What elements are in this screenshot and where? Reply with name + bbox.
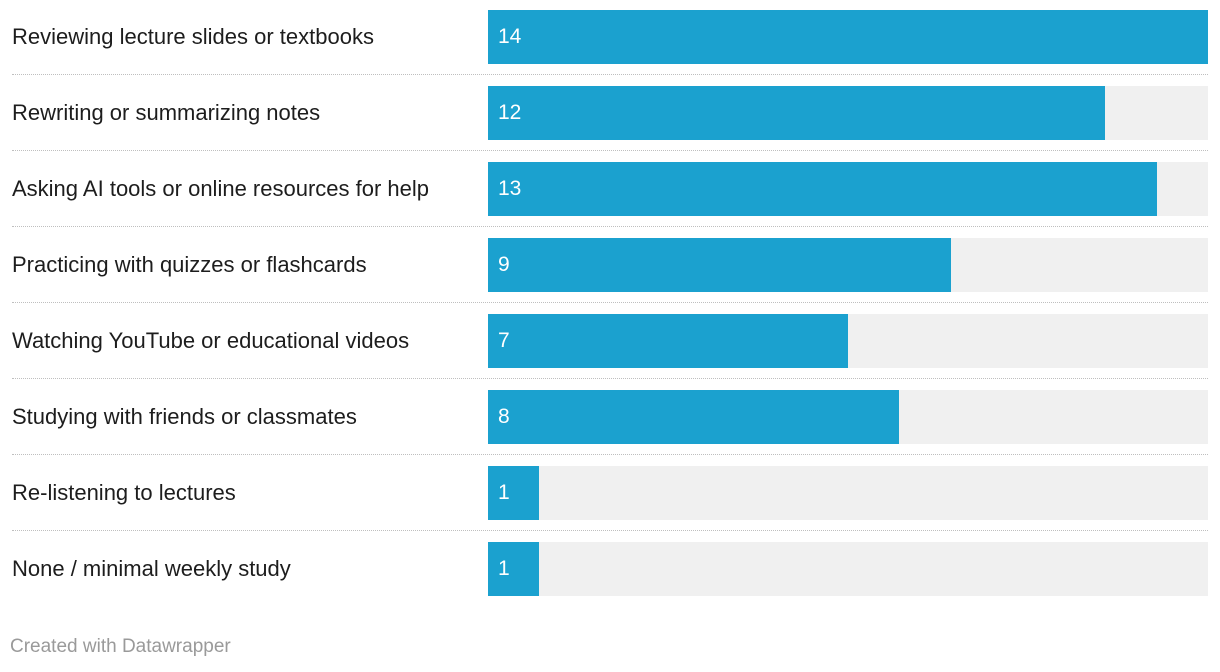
- category-label: Asking AI tools or online resources for …: [12, 176, 430, 201]
- bar-row: Asking AI tools or online resources for …: [0, 162, 1220, 238]
- bar-row: Reviewing lecture slides or textbooks 14: [0, 10, 1220, 86]
- bar-track: 7: [488, 314, 1208, 368]
- bar-row: Re-listening to lectures 1: [0, 466, 1220, 542]
- bar-row: Practicing with quizzes or flashcards 9: [0, 238, 1220, 314]
- bar-track: 13: [488, 162, 1208, 216]
- bar-row: Studying with friends or classmates 8: [0, 390, 1220, 466]
- category-label: Re-listening to lectures: [12, 480, 236, 505]
- category-label: Rewriting or summarizing notes: [12, 100, 321, 125]
- bar: 12: [488, 86, 1105, 140]
- row-divider: [12, 454, 1208, 455]
- bar-track: 1: [488, 542, 1208, 596]
- bar-value-label: 12: [498, 101, 522, 124]
- row-divider: [12, 378, 1208, 379]
- bar-row: Rewriting or summarizing notes 12: [0, 86, 1220, 162]
- category-label: Practicing with quizzes or flashcards: [12, 252, 367, 277]
- category-label: Reviewing lecture slides or textbooks: [12, 24, 374, 49]
- bar-value-label: 14: [498, 25, 522, 48]
- bar: 13: [488, 162, 1157, 216]
- category-label: Watching YouTube or educational videos: [12, 328, 410, 353]
- bar-track: 12: [488, 86, 1208, 140]
- bar: 14: [488, 10, 1208, 64]
- bar-track: 9: [488, 238, 1208, 292]
- bar-value-label: 8: [498, 405, 510, 428]
- bar-value-label: 9: [498, 253, 510, 276]
- row-divider: [12, 226, 1208, 227]
- bar-value-label: 1: [498, 557, 510, 580]
- row-divider: [12, 74, 1208, 75]
- row-divider: [12, 530, 1208, 531]
- category-label: Studying with friends or classmates: [12, 404, 357, 429]
- bar: 1: [488, 466, 539, 520]
- bar-value-label: 13: [498, 177, 522, 200]
- bar-value-label: 7: [498, 329, 510, 352]
- bar-row: None / minimal weekly study 1: [0, 542, 1220, 618]
- bar-track: 1: [488, 466, 1208, 520]
- bar: 9: [488, 238, 951, 292]
- bar-value-label: 1: [498, 481, 510, 504]
- bar: 1: [488, 542, 539, 596]
- bar-track: 8: [488, 390, 1208, 444]
- bar-track: 14: [488, 10, 1208, 64]
- bar-row: Watching YouTube or educational videos 7: [0, 314, 1220, 390]
- category-label: None / minimal weekly study: [12, 556, 291, 581]
- credit-text: Created with Datawrapper: [10, 636, 231, 657]
- bar: 8: [488, 390, 899, 444]
- bar: 7: [488, 314, 848, 368]
- bar-chart: Reviewing lecture slides or textbooks 14 R…: [0, 10, 1220, 618]
- row-divider: [12, 302, 1208, 303]
- row-divider: [12, 150, 1208, 151]
